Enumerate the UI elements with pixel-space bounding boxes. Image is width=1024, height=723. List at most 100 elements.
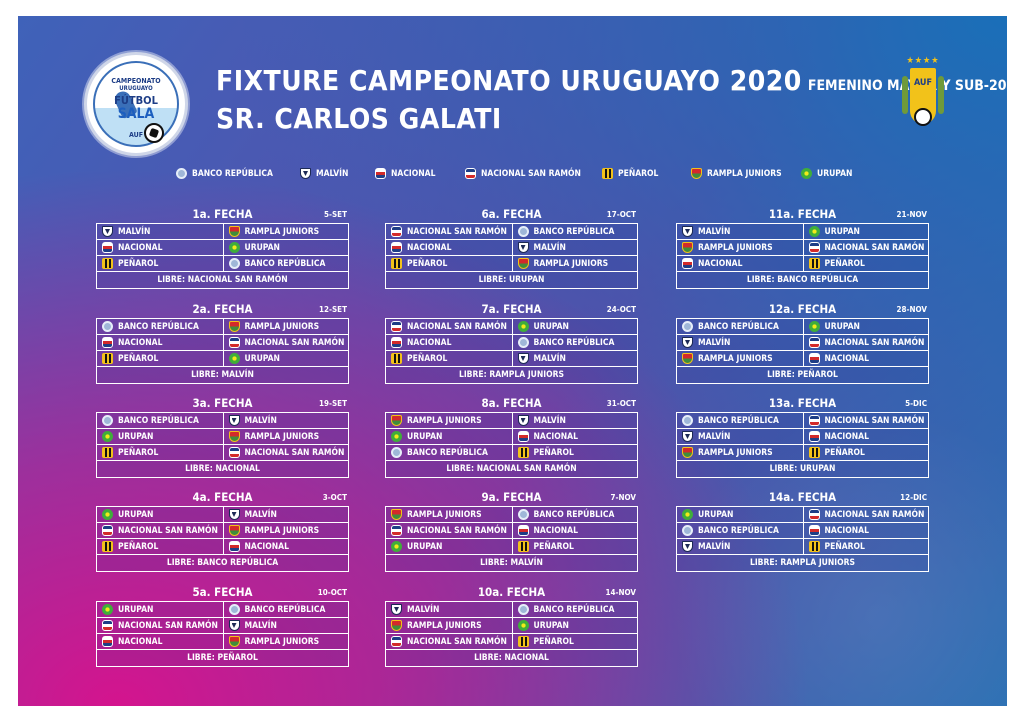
home-team: RAMPLA JUNIORS: [677, 351, 803, 366]
malvin-icon: [517, 415, 529, 426]
urupan-icon: [102, 604, 113, 615]
away-team: BANCO REPÚBLICA: [511, 224, 638, 239]
fecha-table: RAMPLA JUNIORS MALVÍN URUPAN NACIONAL BANCO …: [385, 412, 638, 478]
team-name: RAMPLA JUNIORS: [698, 353, 773, 364]
banco-icon: [176, 168, 187, 179]
team-name: MALVÍN: [533, 353, 566, 364]
urupan-icon: [517, 321, 529, 332]
banco-icon: [517, 337, 529, 348]
fecha-table: RAMPLA JUNIORS BANCO REPÚBLICA NACIONAL SA…: [385, 506, 638, 572]
away-team: NACIONAL SAN RAMÓN: [222, 335, 349, 350]
fecha-title: 9a. FECHA: [481, 490, 542, 504]
home-team: PEÑAROL: [97, 256, 223, 271]
team-name: BANCO REPÚBLICA: [698, 525, 779, 536]
team-name: MALVÍN: [698, 541, 731, 552]
home-team: PEÑAROL: [386, 256, 512, 271]
match-row: NACIONAL SAN RAMÓN BANCO REPÚBLICA: [386, 224, 637, 240]
fecha-card: 2a. FECHA 12-SET BANCO REPÚBLICA RAMPLA JUN…: [96, 302, 349, 400]
away-team: NACIONAL: [222, 539, 349, 554]
fecha-table: BANCO REPÚBLICA NACIONAL SAN RAMÓN MALVÍN N…: [676, 412, 929, 478]
fecha-card: 6a. FECHA 17-OCT NACIONAL SAN RAMÓN BANCO R…: [385, 207, 638, 305]
libre-team: LIBRE: NACIONAL SAN RAMÓN: [157, 275, 288, 285]
rampla-icon: [228, 525, 240, 536]
nacional-icon: [517, 431, 529, 442]
legend-label: NACIONAL: [391, 168, 436, 179]
fecha-title: 14a. FECHA: [768, 490, 837, 504]
laurel-left-icon: [902, 76, 908, 114]
away-team: BANCO REPÚBLICA: [222, 256, 349, 271]
home-team: URUPAN: [97, 507, 223, 522]
home-team: NACIONAL SAN RAMÓN: [386, 634, 512, 649]
team-name: BANCO REPÚBLICA: [407, 447, 488, 458]
penarol-icon: [102, 541, 113, 552]
home-team: NACIONAL: [97, 634, 223, 649]
nsr-icon: [391, 226, 402, 237]
team-name: MALVÍN: [244, 620, 277, 631]
away-team: RAMPLA JUNIORS: [511, 256, 638, 271]
fixture-poster: CAMPEONATO URUGUAYO FÚTBOL SALA AUF FIXT…: [18, 16, 1007, 706]
team-name: BANCO REPÚBLICA: [698, 321, 779, 332]
team-name: RAMPLA JUNIORS: [698, 242, 773, 253]
legend-item: NACIONAL SAN RAMÓN: [465, 168, 581, 179]
penarol-icon: [602, 168, 613, 179]
team-name: PEÑAROL: [533, 447, 574, 458]
penarol-icon: [102, 258, 113, 269]
fecha-date: 19-SET: [318, 399, 347, 408]
match-row: PEÑAROL MALVÍN: [386, 351, 637, 367]
fecha-header: 6a. FECHA 17-OCT: [385, 206, 638, 222]
page-title: FIXTURE CAMPEONATO URUGUAYO 2020 FEMENINO…: [216, 64, 1007, 97]
malvin-icon: [228, 415, 240, 426]
nsr-icon: [465, 168, 476, 179]
fecha-table: NACIONAL SAN RAMÓN BANCO REPÚBLICA NACIONA…: [385, 223, 638, 289]
away-team: MALVÍN: [222, 618, 349, 633]
fecha-card: 11a. FECHA 21-NOV MALVÍN URUPAN RAMPLA JUNIO…: [676, 207, 929, 305]
away-team: NACIONAL SAN RAMÓN: [802, 413, 929, 428]
legend-label: NACIONAL SAN RAMÓN: [481, 168, 581, 179]
team-name: MALVÍN: [533, 242, 566, 253]
team-name: RAMPLA JUNIORS: [407, 509, 482, 520]
home-team: PEÑAROL: [97, 351, 223, 366]
fecha-date: 5-DIC: [905, 399, 927, 408]
home-team: URUPAN: [386, 539, 512, 554]
team-name: BANCO REPÚBLICA: [533, 509, 615, 520]
nsr-icon: [808, 337, 820, 348]
banco-icon: [228, 258, 240, 269]
penarol-icon: [391, 353, 402, 364]
match-row: URUPAN NACIONAL: [386, 429, 637, 445]
team-name: URUPAN: [824, 226, 860, 237]
match-row: BANCO REPÚBLICA RAMPLA JUNIORS: [97, 319, 348, 335]
nacional-icon: [391, 242, 402, 253]
team-name: BANCO REPÚBLICA: [244, 604, 326, 615]
logo-text-auf: AUF: [128, 131, 144, 139]
nsr-icon: [808, 242, 820, 253]
home-team: RAMPLA JUNIORS: [386, 618, 512, 633]
nsr-icon: [808, 415, 820, 426]
fecha-title: 4a. FECHA: [192, 490, 253, 504]
team-name: URUPAN: [698, 509, 734, 520]
team-name: MALVÍN: [533, 415, 566, 426]
penarol-icon: [808, 258, 820, 269]
banco-icon: [228, 604, 240, 615]
match-row: RAMPLA JUNIORS URUPAN: [386, 618, 637, 634]
home-team: NACIONAL SAN RAMÓN: [386, 319, 512, 334]
team-name: NACIONAL SAN RAMÓN: [407, 525, 507, 536]
home-team: NACIONAL: [386, 240, 512, 255]
match-row: PEÑAROL NACIONAL SAN RAMÓN: [97, 445, 348, 461]
title-main: FIXTURE CAMPEONATO URUGUAYO 2020: [216, 64, 802, 97]
team-name: NACIONAL SAN RAMÓN: [824, 509, 925, 520]
team-name: RAMPLA JUNIORS: [407, 415, 482, 426]
fecha-header: 3a. FECHA 19-SET: [96, 395, 349, 411]
rampla-icon: [682, 447, 693, 458]
team-name: MALVÍN: [698, 337, 731, 348]
match-row: NACIONAL RAMPLA JUNIORS: [97, 634, 348, 650]
fecha-date: 24-OCT: [606, 305, 636, 314]
fecha-table: URUPAN BANCO REPÚBLICA NACIONAL SAN RAMÓN M…: [96, 601, 349, 667]
away-team: URUPAN: [802, 224, 929, 239]
away-team: URUPAN: [222, 240, 349, 255]
home-team: NACIONAL: [386, 335, 512, 350]
fecha-date: 31-OCT: [606, 399, 636, 408]
urupan-icon: [102, 431, 113, 442]
away-team: BANCO REPÚBLICA: [511, 507, 638, 522]
malvin-icon: [517, 353, 529, 364]
home-team: RAMPLA JUNIORS: [386, 507, 512, 522]
